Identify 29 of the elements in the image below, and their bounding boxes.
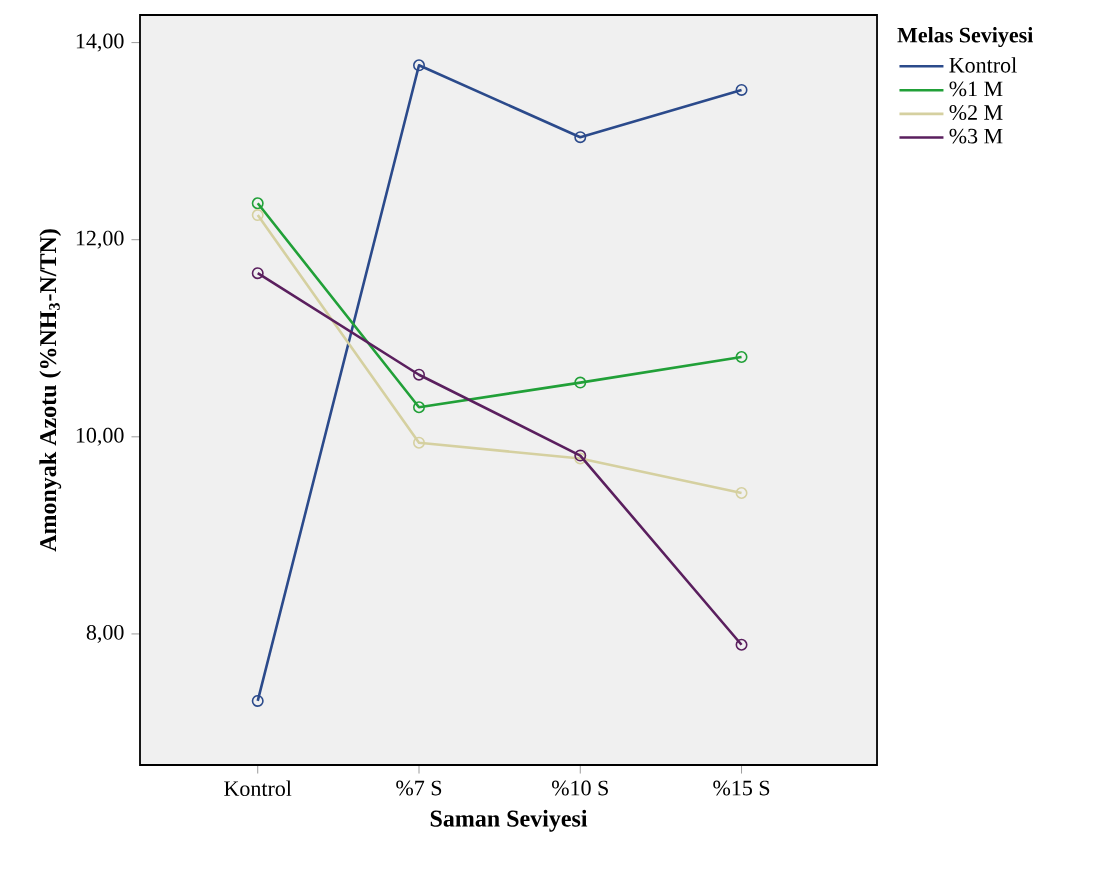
x-axis-title: Saman Seviyesi: [430, 809, 588, 832]
legend-label: Kontrol: [949, 57, 1017, 73]
y-tick-label: 10,00: [76, 427, 124, 446]
point: [574, 376, 587, 389]
point: [251, 197, 264, 210]
legend-title: Melas Seviyesi: [897, 27, 1033, 48]
point: [735, 486, 748, 499]
legend-label: %3 M: [949, 128, 1003, 144]
y-tick-label: 8,00: [86, 624, 124, 643]
legend-label: %2 M: [949, 105, 1003, 120]
point: [413, 368, 425, 381]
x-tick-label: %15 S: [713, 780, 770, 796]
point: [251, 694, 264, 707]
point: [413, 436, 425, 449]
y-tick-label: 14,00: [76, 33, 124, 52]
point: [735, 638, 748, 651]
point: [251, 267, 264, 280]
legend-label: %1 M: [949, 81, 1003, 97]
point: [413, 401, 425, 414]
y-tick-label: 12,00: [76, 230, 124, 249]
x-tick-label: Kontrol: [224, 780, 292, 797]
point: [735, 83, 748, 96]
y-axis-title: Amonyak Azotu (%NH$_{3}$-N/TN): [39, 229, 62, 552]
point: [413, 59, 425, 72]
point: [574, 131, 587, 144]
point: [251, 209, 264, 222]
x-tick-label: %10 S: [551, 780, 608, 796]
point: [735, 350, 748, 363]
x-tick-label: %7 S: [396, 780, 442, 796]
